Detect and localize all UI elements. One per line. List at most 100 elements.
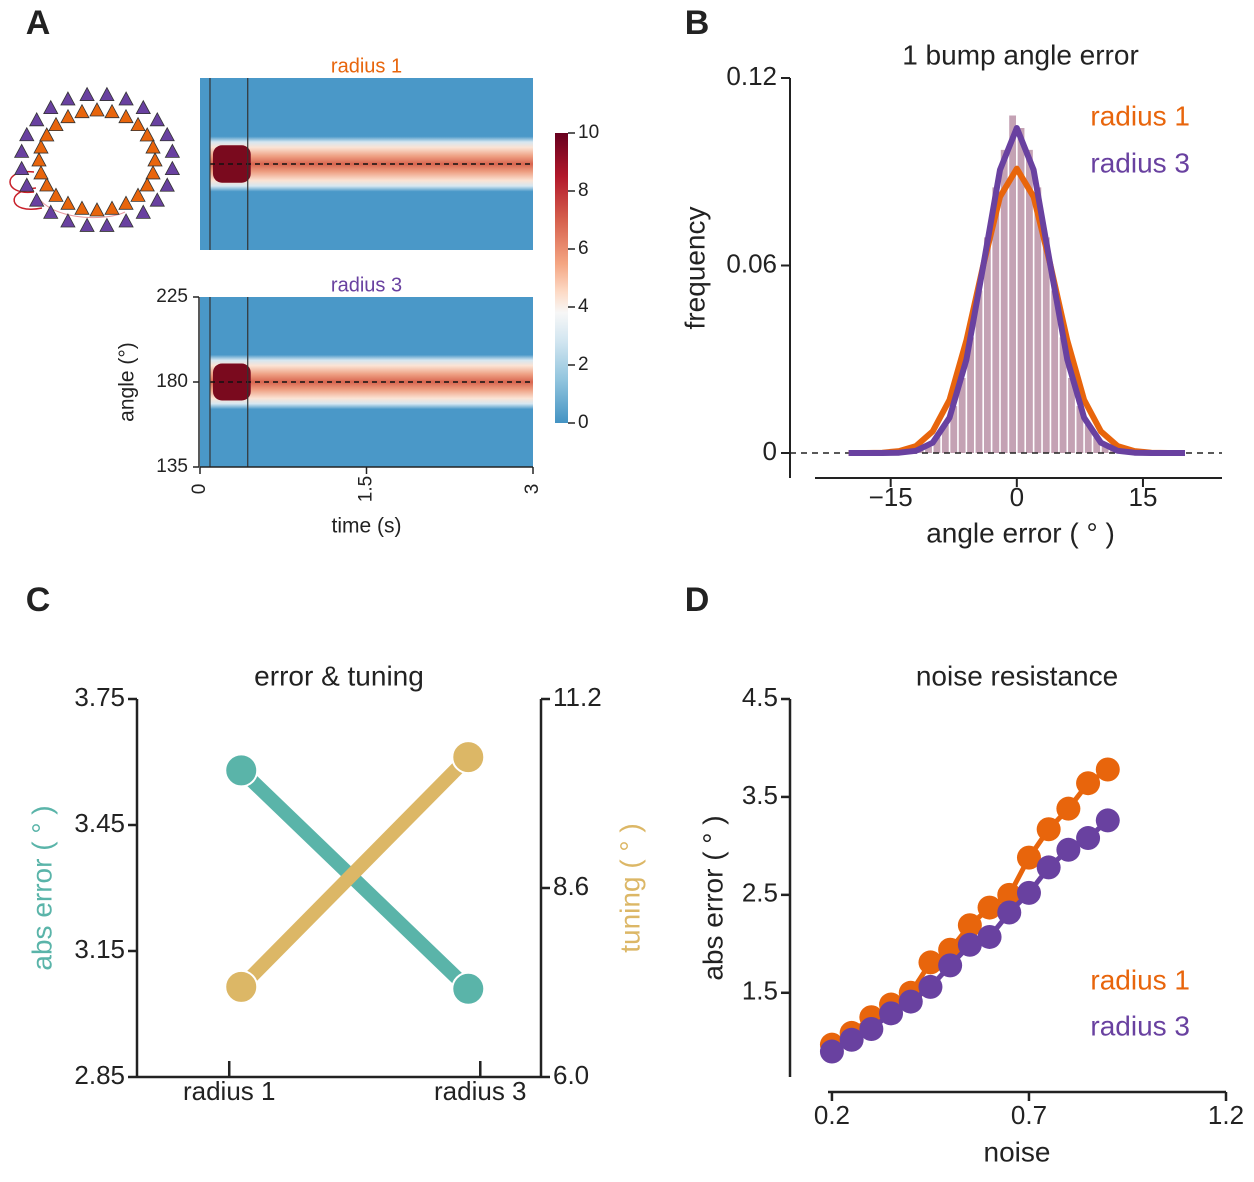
series-marker bbox=[1095, 808, 1120, 833]
histogram-bar bbox=[1076, 406, 1084, 453]
neuron-triangle bbox=[79, 86, 95, 101]
series-marker bbox=[918, 974, 943, 999]
neuron-triangle bbox=[130, 187, 146, 202]
neuron-triangle bbox=[43, 99, 59, 115]
histogram-bar bbox=[1093, 437, 1101, 453]
panel-label: D bbox=[685, 581, 710, 619]
neuron-triangle bbox=[145, 165, 161, 180]
heatmap-title: radius 3 bbox=[331, 274, 402, 296]
neuron-triangle bbox=[39, 177, 55, 192]
activity-bump bbox=[209, 136, 534, 192]
histogram-bar bbox=[933, 437, 941, 453]
series-marker bbox=[977, 924, 1002, 949]
colorbar-tick-label: 2 bbox=[578, 354, 589, 375]
panel-label: A bbox=[26, 4, 51, 42]
y-tick-label: 3.5 bbox=[742, 780, 778, 810]
series-marker bbox=[224, 753, 259, 788]
y-tick-label: 3.75 bbox=[74, 682, 125, 712]
histogram-bar bbox=[1101, 446, 1109, 453]
y-tick-label: 0 bbox=[763, 436, 777, 466]
series-marker bbox=[957, 932, 982, 957]
series-marker bbox=[819, 1039, 844, 1064]
neuron-triangle bbox=[13, 143, 30, 158]
neuron-triangle bbox=[89, 202, 105, 217]
neuron-triangle bbox=[135, 99, 151, 115]
legend-entry: radius 3 bbox=[1090, 1010, 1190, 1041]
colorbar-tick-label: 10 bbox=[578, 122, 599, 143]
x-axis-label: noise bbox=[984, 1136, 1051, 1167]
panel-label: C bbox=[26, 581, 51, 619]
neuron-triangle bbox=[29, 192, 45, 207]
neuron-triangle bbox=[29, 111, 45, 127]
y2-tick-label: 11.2 bbox=[553, 682, 602, 712]
y-tick-label: 4.5 bbox=[742, 682, 778, 712]
y-axis-label: frequency bbox=[679, 207, 710, 330]
series-marker bbox=[224, 969, 259, 1004]
histogram-bar bbox=[941, 424, 949, 453]
legend-entry: radius 1 bbox=[1090, 100, 1190, 131]
histogram-bar bbox=[1034, 187, 1042, 453]
histogram-bar bbox=[1084, 424, 1092, 453]
series-marker bbox=[839, 1027, 864, 1052]
series-marker bbox=[1076, 826, 1101, 851]
series-line bbox=[236, 752, 474, 992]
neuron-triangle bbox=[33, 165, 49, 180]
chart-title: error & tuning bbox=[254, 660, 424, 691]
histogram-bar bbox=[1068, 378, 1075, 453]
neuron-triangle bbox=[13, 160, 30, 176]
histogram-bar bbox=[992, 187, 1000, 453]
chart-title: 1 bump angle error bbox=[902, 39, 1139, 70]
histogram-bar bbox=[1017, 128, 1025, 453]
series-marker bbox=[1036, 855, 1061, 880]
neuron-triangle bbox=[145, 139, 161, 154]
neuron-triangle bbox=[43, 204, 59, 219]
histogram-bar bbox=[958, 378, 966, 453]
histogram-bar bbox=[1026, 149, 1033, 453]
x-tick-label: 0.2 bbox=[814, 1100, 850, 1130]
histogram-bar bbox=[1051, 290, 1059, 453]
neuron-triangle bbox=[99, 86, 115, 101]
x-tick-label: 15 bbox=[1128, 482, 1157, 512]
series-marker bbox=[997, 900, 1022, 925]
neuron-triangle bbox=[33, 139, 49, 154]
series-marker bbox=[451, 740, 486, 775]
neuron-triangle bbox=[139, 127, 155, 142]
neuron-triangle bbox=[159, 126, 175, 142]
colorbar-tick-label: 4 bbox=[578, 296, 589, 317]
y-tick-label: 1.5 bbox=[742, 976, 778, 1006]
x-tick-label: −15 bbox=[869, 482, 913, 512]
neuron-triangle bbox=[164, 160, 181, 176]
neuron-triangle bbox=[118, 213, 134, 228]
neuron-triangle bbox=[48, 116, 64, 132]
y-tick-label: 2.5 bbox=[742, 878, 778, 908]
x-tick-label: radius 1 bbox=[183, 1076, 276, 1106]
y-tick-label: 180 bbox=[156, 371, 188, 392]
heatmap-title: radius 1 bbox=[331, 55, 402, 77]
neuron-triangle bbox=[147, 152, 163, 167]
ring-diagram bbox=[9, 86, 181, 232]
x-tick-label: 0.7 bbox=[1011, 1100, 1047, 1130]
neuron-triangle bbox=[60, 195, 76, 210]
histogram-bar bbox=[950, 406, 958, 453]
x-axis-label: angle error ( ° ) bbox=[926, 517, 1115, 548]
x-tick-label: radius 3 bbox=[434, 1076, 527, 1106]
colorbar bbox=[555, 133, 568, 423]
y2-axis-label: tuning ( ° ) bbox=[614, 823, 645, 952]
y-tick-label: 0.12 bbox=[726, 61, 777, 91]
series-marker bbox=[1056, 837, 1081, 862]
y-tick-label: 225 bbox=[156, 286, 188, 307]
colorbar-tick-label: 8 bbox=[578, 180, 589, 201]
y-axis-label: abs error ( ° ) bbox=[26, 805, 57, 970]
neuron-triangle bbox=[118, 195, 134, 210]
neuron-triangle bbox=[60, 108, 76, 124]
histogram-bar bbox=[1059, 337, 1067, 453]
neuron-triangle bbox=[104, 200, 120, 215]
chart-title: noise resistance bbox=[916, 660, 1118, 691]
neuron-triangle bbox=[74, 103, 90, 119]
x-tick-label: 1.5 bbox=[356, 476, 377, 502]
fit-curve bbox=[848, 165, 1185, 456]
y-tick-label: 3.45 bbox=[74, 808, 125, 838]
histogram-bar bbox=[1000, 149, 1008, 453]
neuron-triangle bbox=[19, 177, 35, 192]
